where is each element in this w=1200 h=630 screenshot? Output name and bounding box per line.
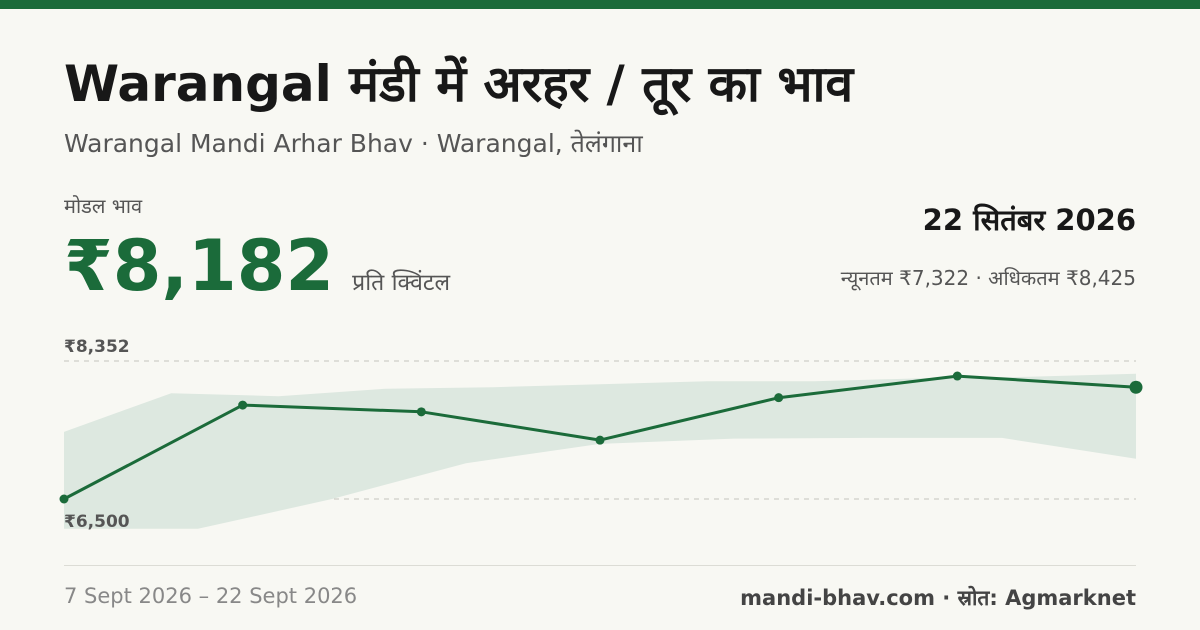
y-tick-label: ₹6,500 bbox=[64, 512, 130, 532]
price-row: ₹8,182 प्रति क्विंटल bbox=[64, 222, 450, 310]
price-date: 22 सितंबर 2026 bbox=[922, 203, 1136, 237]
price-point bbox=[238, 400, 248, 410]
footer-divider bbox=[64, 565, 1136, 566]
page-subtitle: Warangal Mandi Arhar Bhav · Warangal, ते… bbox=[64, 129, 643, 158]
modal-price-value: ₹8,182 bbox=[64, 225, 335, 307]
min-max-range: न्यूनतम ₹7,322 · अधिकतम ₹8,425 bbox=[840, 266, 1136, 290]
page-title: Warangal मंडी में अरहर / तूर का भाव bbox=[64, 55, 854, 113]
modal-price-label: मोडल भाव bbox=[64, 194, 143, 218]
source-credit: mandi-bhav.com · स्रोत: Agmarknet bbox=[740, 586, 1136, 610]
price-point bbox=[59, 494, 69, 504]
date-range: 7 Sept 2026 – 22 Sept 2026 bbox=[64, 584, 358, 608]
price-point bbox=[595, 435, 605, 445]
price-point bbox=[952, 371, 962, 381]
y-tick-label: ₹8,352 bbox=[64, 337, 130, 357]
price-unit: प्रति क्विंटल bbox=[352, 270, 451, 296]
latest-price-point bbox=[1129, 380, 1143, 394]
price-point bbox=[774, 393, 784, 403]
price-point bbox=[416, 407, 426, 417]
modal-price-line bbox=[63, 374, 1137, 501]
top-accent-bar bbox=[0, 0, 1200, 9]
min-max-band bbox=[64, 373, 1136, 529]
